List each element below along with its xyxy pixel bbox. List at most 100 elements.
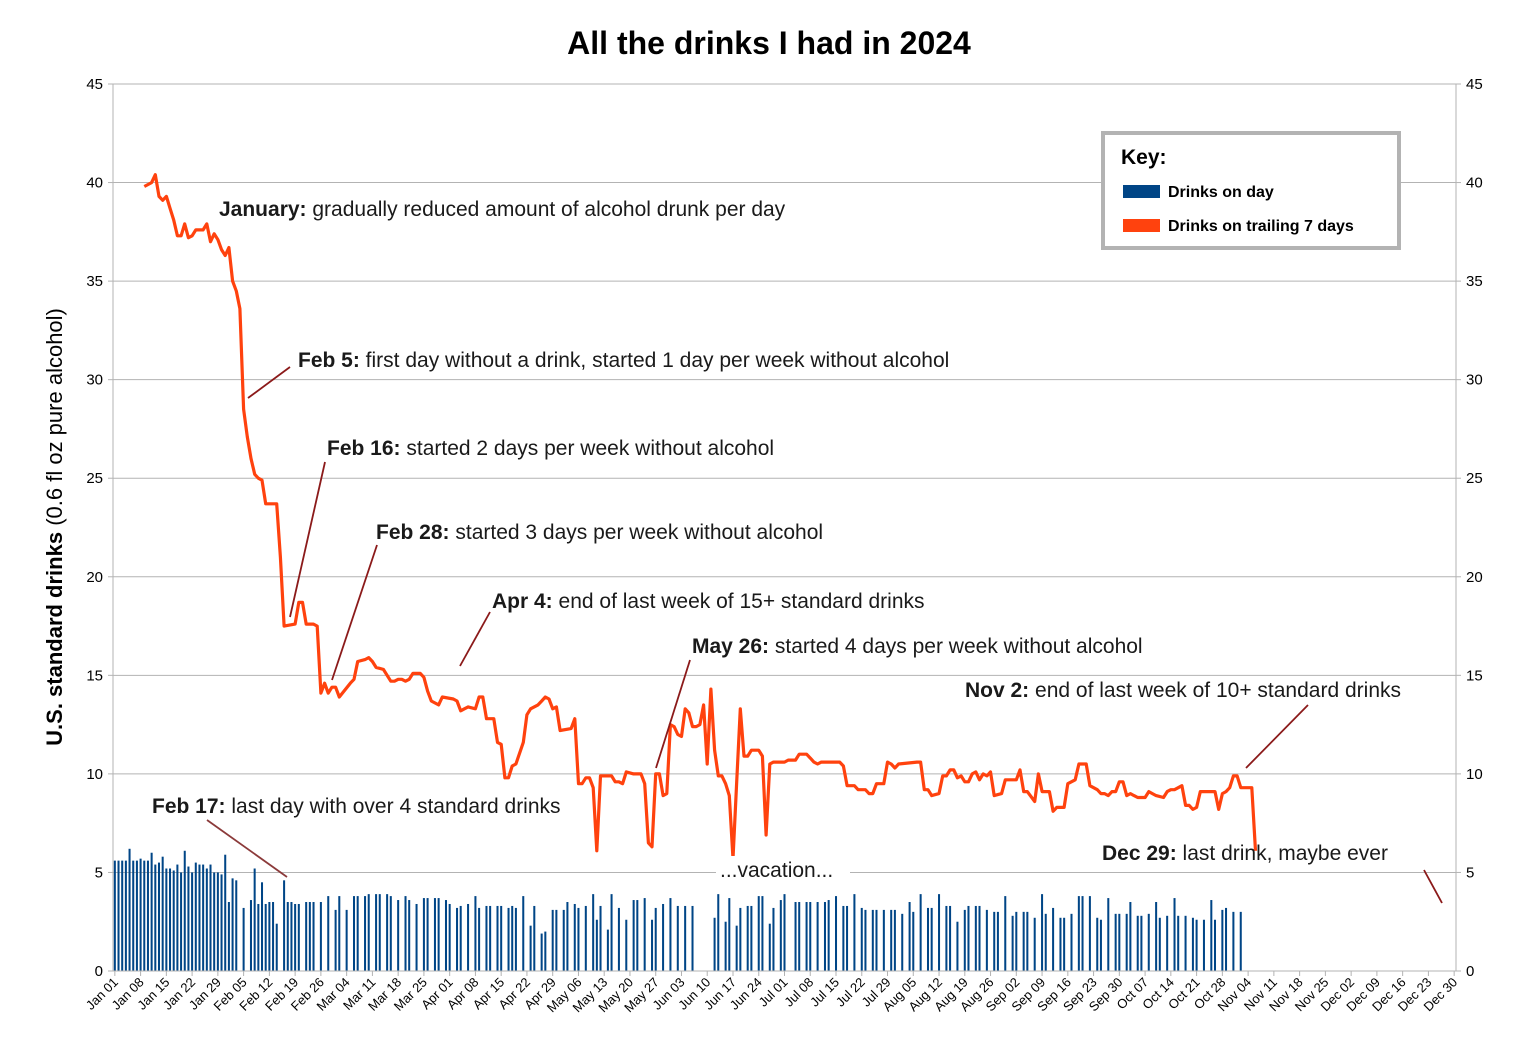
daily-bar [249,900,252,971]
y-tick-label: 0 [95,963,103,980]
daily-bar [121,860,124,971]
daily-bar [172,870,175,971]
daily-bar [157,862,161,971]
daily-bar [985,909,988,971]
daily-bar [132,860,135,971]
daily-bar [761,896,764,971]
daily-bar [124,860,127,971]
daily-bar [908,902,911,971]
daily-bar [327,896,330,971]
annotations: January: gradually reduced amount of alc… [152,198,1401,884]
daily-bar [286,902,289,971]
daily-bar [1044,913,1047,971]
daily-bar [912,911,915,971]
daily-bar [150,852,153,971]
daily-bar [632,900,635,971]
daily-bar [654,907,657,971]
daily-bar [945,905,948,971]
trailing-7day-series-line [143,173,1258,861]
daily-bar [772,907,775,971]
daily-bar [882,909,885,971]
daily-bar [202,864,205,971]
daily-bar [437,898,440,971]
daily-bar [636,900,639,971]
y-tick-label: 20 [86,569,103,586]
daily-bar [283,880,286,971]
daily-bar [577,907,580,971]
daily-bar [676,905,679,971]
daily-bars [113,848,1242,971]
daily-bar [1166,915,1169,971]
y-tick-label: 45 [1466,76,1483,93]
daily-bar [1011,915,1014,971]
daily-bar [1225,907,1228,971]
daily-bar [1140,915,1143,971]
daily-bar [783,894,786,971]
legend-swatch-weekly [1123,219,1160,232]
daily-bar [809,902,812,971]
daily-bar [1221,909,1224,971]
daily-bar [798,902,801,971]
daily-bar [161,856,164,971]
daily-bar [231,878,234,971]
daily-bar [146,860,149,971]
daily-bar [375,894,378,971]
annotation-label: Feb 5: first day without a drink, starte… [298,349,949,372]
daily-bar [1114,913,1117,971]
daily-bar [890,909,893,971]
daily-bar [139,858,142,971]
legend-swatch-daily [1123,185,1160,198]
daily-bar [1195,919,1198,971]
daily-bar [1158,917,1161,971]
daily-bar [684,905,687,971]
daily-bar [779,900,782,971]
daily-bar [1125,913,1128,971]
daily-bar [205,868,208,971]
annotation-leader [247,366,291,399]
daily-bar [290,902,293,971]
daily-bar [533,905,536,971]
daily-bar [1173,898,1176,971]
daily-bar [592,894,595,971]
daily-bar [1088,896,1091,971]
daily-bar [426,898,429,971]
daily-bar [1099,919,1102,971]
daily-bar [1026,911,1029,971]
annotation-leader [655,659,691,769]
daily-bar [275,923,278,971]
daily-bar [1177,915,1180,971]
daily-bar [264,903,267,971]
daily-bar [871,909,874,971]
daily-bar [1077,896,1080,971]
annotation-label: Nov 2: end of last week of 10+ standard … [965,679,1401,702]
daily-bar [853,894,856,971]
y-tick-label: 40 [1466,175,1483,192]
annotation-label: Dec 29: last drink, maybe ever [1102,842,1388,865]
daily-bar [584,905,587,971]
daily-bar [805,902,808,971]
chart-title: All the drinks I had in 2024 [567,25,971,61]
daily-bar [143,860,146,971]
daily-bar [500,905,503,971]
daily-bar [1096,917,1099,971]
daily-bar [717,894,720,971]
daily-bar [507,907,510,971]
annotation-label: Feb 17: last day with over 4 standard dr… [152,795,561,818]
daily-bar [305,902,308,971]
legend-title: Key: [1121,146,1167,169]
daily-bar [555,909,558,971]
daily-bar [135,860,138,971]
daily-bar [345,909,348,971]
daily-bar [404,896,407,971]
daily-bar [1232,911,1235,971]
annotation-leader [289,461,326,618]
daily-bar [1022,911,1025,971]
daily-bar [297,903,300,971]
daily-bar [691,905,694,971]
y-tick-label: 25 [1466,470,1483,487]
daily-bar [433,898,436,971]
daily-bar [1155,902,1158,971]
daily-bar [478,907,481,971]
annotation-leader [1423,869,1443,904]
daily-bar [312,902,315,971]
